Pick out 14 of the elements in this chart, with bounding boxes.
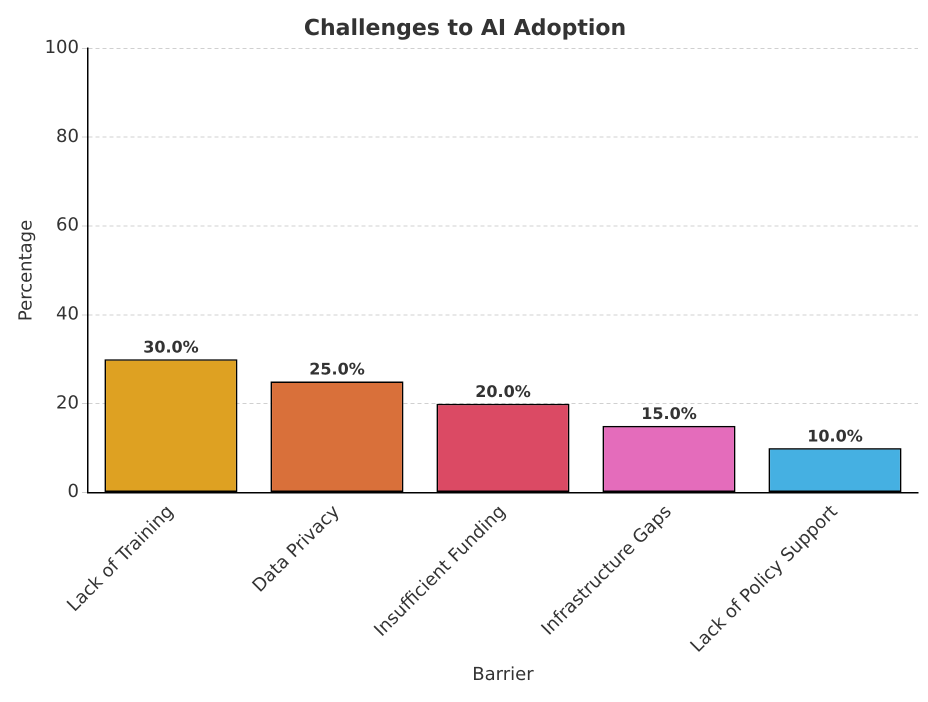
y-tick-label: 60 xyxy=(56,214,79,236)
y-tick-label: 80 xyxy=(56,126,79,147)
data-label: 20.0% xyxy=(475,382,531,401)
data-label: 10.0% xyxy=(807,426,863,446)
y-tick-label: 0 xyxy=(68,481,79,502)
y-tick-label: 40 xyxy=(56,304,79,325)
data-label: 25.0% xyxy=(309,360,365,379)
y-tick-label: 20 xyxy=(56,392,79,414)
data-label: 15.0% xyxy=(641,404,697,424)
data-label: 30.0% xyxy=(143,337,199,356)
y-axis-title: Percentage xyxy=(15,220,36,322)
chart-title: Challenges to AI Adoption xyxy=(304,16,626,41)
y-tick-label: 100 xyxy=(44,37,79,58)
x-axis-title: Barrier xyxy=(472,664,534,685)
